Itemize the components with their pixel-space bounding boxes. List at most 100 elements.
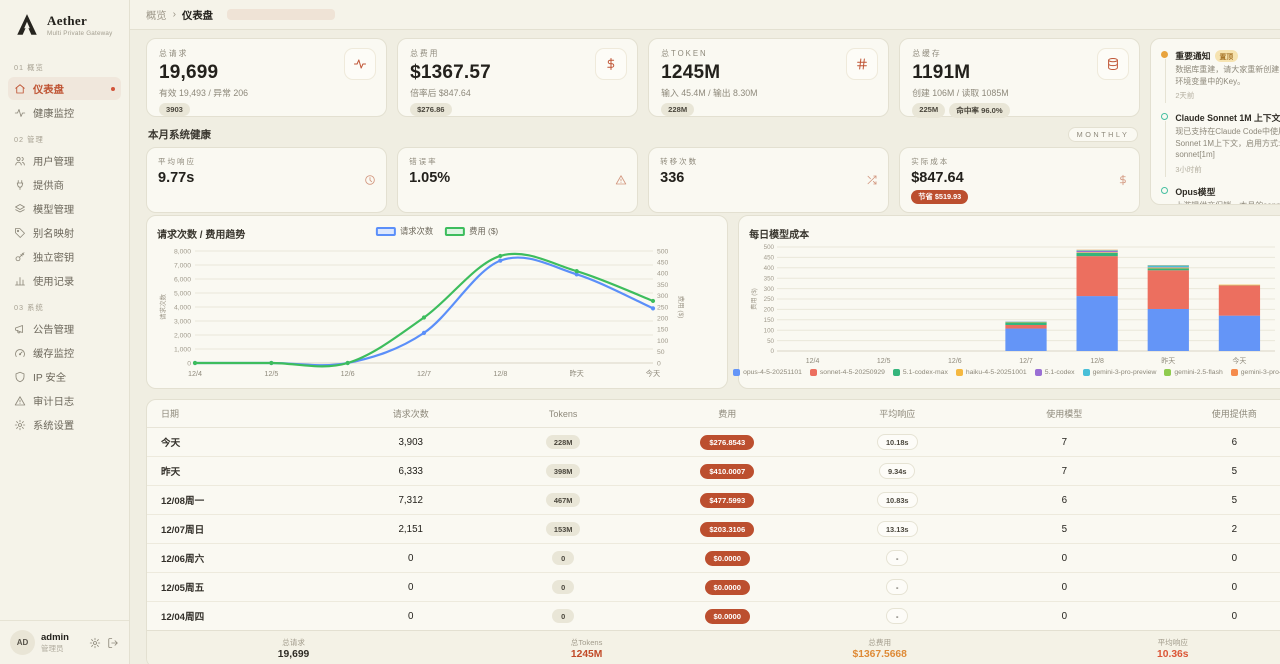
legend-item[interactable]: gemini-2.5-flash [1164,369,1223,376]
cell-providers: 0 [1149,572,1280,602]
sidebar-item-label: 缓存监控 [33,349,75,360]
svg-text:200: 200 [657,316,669,323]
sidebar-item-tag[interactable]: 别名映射 [8,221,121,244]
sidebar-item-key[interactable]: 独立密钥 [8,245,121,268]
legend-item[interactable]: gemini-3-pro-image-preview [1230,369,1280,376]
cell-date: 12/06周六 [147,543,335,573]
notification-time: 2天前 [1175,91,1195,101]
health-value: 9.77s [158,170,195,186]
sidebar-item-shield[interactable]: IP 安全 [8,365,121,388]
stat-subtext: 创建 106M / 读取 1085M [912,88,1009,98]
settings-icon[interactable] [89,637,101,649]
column-header: 请求次数 [334,400,487,428]
sidebar: Aether Multi Private Gateway 01 概览 仪表盘 健康监… [0,0,130,664]
breadcrumb-page: 仪表盘 [182,11,213,22]
table-row: 12/05周五 0 0 $0.0000-0 0 [147,572,1280,602]
breadcrumb-section[interactable]: 概览 [146,11,167,22]
cell-requests: 3,903 [334,427,487,457]
cost-pill: $0.0000 [704,608,750,624]
cell-response: 9.34s [815,456,980,486]
stat-value: 1245M [661,62,721,83]
svg-text:0: 0 [771,348,775,355]
stat-subtext: 输入 45.4M / 输出 8.30M [661,88,758,98]
legend-swatch [809,369,817,376]
cost-pill: $0.0000 [704,579,750,595]
logout-icon[interactable] [107,637,119,649]
cell-cost: $276.8543 [639,427,816,457]
topbar: 概览 › 仪表盘 [130,0,1280,30]
footer-total: 总Tokens 1245M [440,637,733,660]
notification-title: Opus模型 [1175,186,1216,197]
unread-dot [111,86,115,91]
sidebar-nav: 01 概览 仪表盘 健康监控 02 管理 用户管理 提供商 模型管理 别名映射 独立密钥 使用记录… [0,48,129,620]
notification-title-row: Opus模型 [1175,185,1280,198]
sidebar-item-label: 提供商 [33,181,64,192]
table-row: 12/08周一 7,312 467M $477.5993 10.83s 6 5 [147,485,1280,515]
cell-providers: 2 [1149,514,1280,544]
health-value: 336 [660,170,685,186]
cell-response: 10.83s [815,485,980,515]
cell-providers: 5 [1149,456,1280,486]
svg-text:50: 50 [767,338,774,345]
sidebar-item-label: 健康监控 [33,109,75,120]
stat-card-1: 总请求 19,699 有效 19,493 / 异常 206 3903 [146,38,388,117]
stat-badge: $276.86 [410,103,452,116]
tokens-pill: 467M [545,493,581,507]
svg-text:12/8: 12/8 [493,369,507,378]
stat-card-3: 总TOKEN 1245M 输入 45.4M / 输出 8.30M 228M [648,38,890,117]
brand-logo-icon [17,14,37,35]
tokens-pill: 0 [552,580,575,594]
notification-item[interactable]: Claude Sonnet 1M 上下文模型现已支持在Claude Code中使… [1160,111,1280,185]
stat-badge: 3903 [159,103,190,116]
cell-providers: 6 [1149,427,1280,457]
pinned-badge: 置顶 [1214,49,1239,62]
stat-badge: 225M [912,103,946,118]
sidebar-item-home[interactable]: 仪表盘 [8,77,121,100]
sidebar-item-users[interactable]: 用户管理 [8,149,121,172]
svg-text:450: 450 [764,255,775,262]
sidebar-item-gear[interactable]: 系统设置 [8,413,121,436]
health-label: 平均响应 [158,157,196,166]
table-row: 昨天 6,333 398M $410.0007 9.34s 7 5 [147,456,1280,486]
sidebar-item-alert[interactable]: 审计日志 [8,389,121,412]
legend-item[interactable]: 5.1-codex-max [892,369,948,376]
notification-dot [1161,186,1169,194]
response-pill: 13.13s [876,521,918,537]
stat-cards: 总请求 19,699 有效 19,493 / 异常 206 3903 总费用 $1367.… [146,38,1141,118]
svg-text:350: 350 [657,282,669,289]
tokens-pill: 0 [552,551,575,565]
cell-tokens: 467M [486,485,640,515]
tokens-pill: 153M [545,522,581,536]
sidebar-item-gauge[interactable]: 缓存监控 [8,341,121,364]
notification-item[interactable]: Opus模型上游提供商促销，本月的sonnet4.5模型请求，将自动尽量转为op… [1160,185,1280,204]
legend-item[interactable]: opus-4-5-20251101 [733,369,802,376]
cell-response: 10.18s [815,427,980,457]
sidebar-item-plug[interactable]: 提供商 [8,173,121,196]
legend-item[interactable]: 费用 ($) [445,225,498,237]
legend-item[interactable]: 5.1-codex [1034,369,1075,376]
stat-label: 总请求 [159,49,189,58]
sidebar-item-megaphone[interactable]: 公告管理 [8,317,121,340]
sidebar-item-layers[interactable]: 模型管理 [8,197,121,220]
cell-models: 0 [979,543,1150,573]
legend-item[interactable]: 请求次数 [375,225,433,237]
plug-icon [14,179,26,191]
usage-table: 日期 请求次数 Tokens 费用 平均响应 使用模型 使用提供商 今天 3,903 228M $… [147,400,1280,631]
cell-requests: 7,312 [334,485,487,515]
sidebar-item-pulse[interactable]: 健康监控 [8,101,121,124]
bar-chart-title: 每日模型成本 [749,230,810,241]
line-chart: 0 1,000 2,000 3,000 4,000 5,000 6,000 7,000 8,00… [158,248,685,378]
footer-total: 总费用 $1367.5668 [733,637,1026,660]
brand-subtitle: Multi Private Gateway [47,30,113,37]
sidebar-item-chart[interactable]: 使用记录 [8,269,121,292]
legend-item[interactable]: sonnet-4-5-20250929 [809,369,885,376]
legend-item[interactable]: gemini-3-pro-preview [1082,369,1156,376]
sidebar-item-label: 仪表盘 [33,85,64,96]
dashboard-content: 总请求 19,699 有效 19,493 / 异常 206 3903 总费用 $1367.… [130,30,1280,664]
svg-text:8,000: 8,000 [174,248,191,255]
cost-pill: $477.5993 [700,492,755,508]
legend-item[interactable]: haiku-4-5-20251001 [955,369,1027,376]
notification-title-row: 重要通知 置顶 [1175,49,1280,62]
